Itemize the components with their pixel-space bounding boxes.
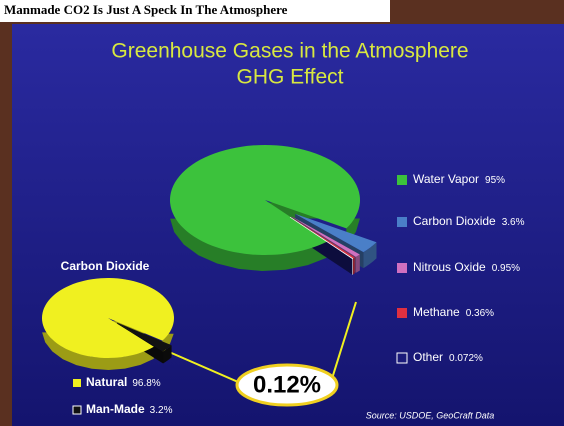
value-label: 3.6% xyxy=(502,217,525,228)
legend-label: Methane 0.36% xyxy=(413,305,494,319)
slice-side xyxy=(170,202,360,271)
source: Source: USDOE, GeoCraft Data xyxy=(366,410,495,420)
pie-slice xyxy=(290,216,355,259)
pie-slice xyxy=(42,278,175,358)
legend-swatch xyxy=(397,263,407,273)
legend-name: Natural xyxy=(86,375,127,389)
legend-label: Water Vapor 95% xyxy=(413,172,505,186)
legend-name: Other xyxy=(413,350,443,364)
value-label: 0.072% xyxy=(449,353,483,364)
value-label: 95% xyxy=(485,175,505,186)
value-label: 3.2% xyxy=(150,405,173,416)
legend-swatch xyxy=(397,217,407,227)
slice-side xyxy=(163,345,172,364)
small-pie-title: Carbon Dioxide xyxy=(61,259,150,273)
legend-label: Man-Made 3.2% xyxy=(86,402,173,416)
legend-swatch xyxy=(72,405,82,415)
pie-slice xyxy=(295,213,377,253)
header-band xyxy=(0,0,390,22)
legend-name: Methane xyxy=(413,305,460,319)
leader-line xyxy=(159,347,246,386)
legend-swatch xyxy=(397,308,407,318)
legend-name: Carbon Dioxide xyxy=(413,214,496,228)
legend-label: Other 0.072% xyxy=(413,350,483,364)
legend-label: Nitrous Oxide 0.95% xyxy=(413,260,520,274)
legend-swatch xyxy=(397,175,407,185)
legend-name: Man-Made xyxy=(86,402,145,416)
annotation: 0.12% xyxy=(253,371,321,398)
legend-label: Carbon Dioxide 3.6% xyxy=(413,214,525,228)
value-label: 0.36% xyxy=(466,308,494,319)
leader-line xyxy=(329,301,357,386)
legend-label: Natural 96.8% xyxy=(86,375,161,389)
pie-slice xyxy=(170,145,360,256)
value-label: 96.8% xyxy=(132,378,160,389)
chart-subtitle: GHG Effect xyxy=(237,66,344,89)
legend-name: Water Vapor xyxy=(413,172,479,186)
slice-side xyxy=(363,242,377,269)
chart-title: Greenhouse Gases in the Atmosphere xyxy=(111,40,468,63)
slice-side xyxy=(353,257,355,275)
pie-slice xyxy=(117,322,172,352)
value-label: 0.95% xyxy=(492,263,520,274)
header: Manmade CO2 Is Just A Speck In The Atmos… xyxy=(4,2,288,17)
legend-swatch xyxy=(73,379,81,387)
legend-name: Nitrous Oxide xyxy=(413,260,486,274)
slice-side xyxy=(355,254,360,273)
pie-slice xyxy=(291,216,360,257)
legend-swatch xyxy=(396,352,408,364)
pie-slice xyxy=(289,216,354,260)
annotation-bubble xyxy=(235,363,339,407)
